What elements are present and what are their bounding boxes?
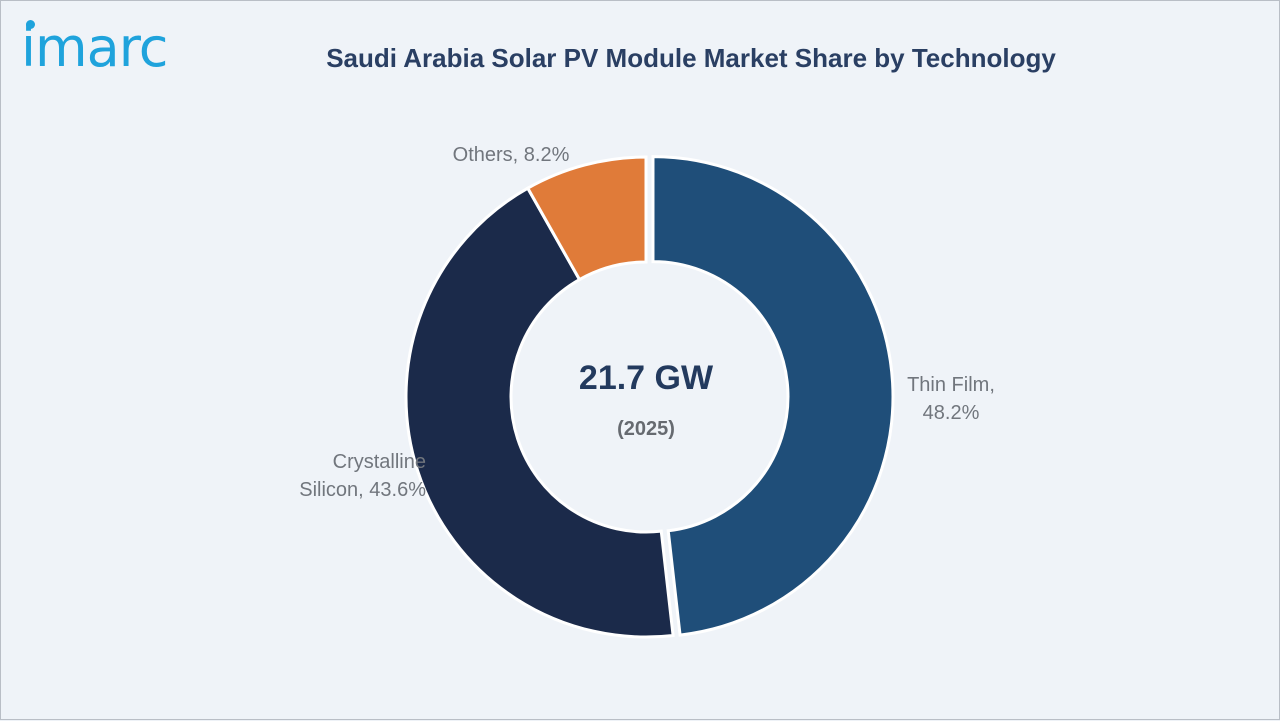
label-others: Others, 8.2%	[452, 144, 570, 166]
slice-others	[525, 155, 648, 282]
label-crystalline-silicon: Crystalline Silicon, 43.6%	[299, 451, 426, 501]
center-total-value: 21.7 GW	[578, 359, 714, 397]
center-year-label: (2025)	[617, 418, 675, 440]
logo-dot	[26, 20, 35, 29]
slice-thin-film	[651, 155, 895, 637]
slice-crystalline-silicon	[404, 186, 675, 639]
imarc-logo: imarc	[21, 15, 203, 81]
label-thin-film: Thin Film, 48.2%	[907, 374, 995, 424]
logo-text: imarc	[21, 16, 168, 79]
chart-title: Saudi Arabia Solar PV Module Market Shar…	[326, 43, 1056, 73]
